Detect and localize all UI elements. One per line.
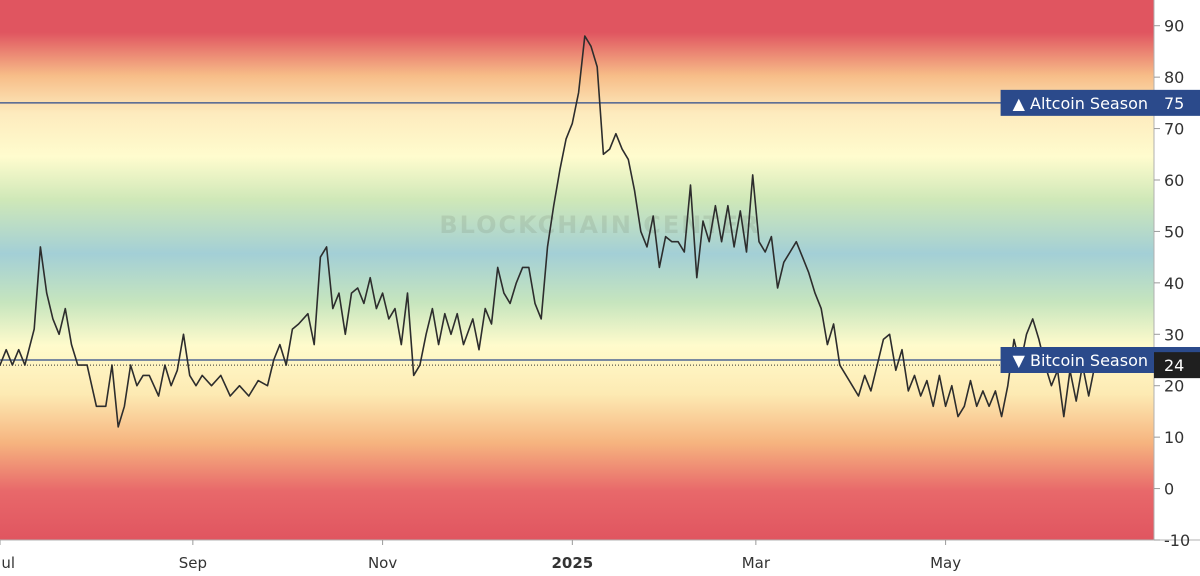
- current-value-text: 24: [1164, 356, 1184, 375]
- current-value-box: [1154, 352, 1200, 379]
- y-tick-label: -10: [1164, 531, 1190, 550]
- y-tick-label: 90: [1164, 17, 1184, 36]
- y-tick-label: 50: [1164, 222, 1184, 241]
- y-tick-label: 10: [1164, 428, 1184, 447]
- current-value-badge: 24: [1154, 352, 1200, 379]
- watermark: BLOCKCHAIN CENTER: [439, 211, 760, 239]
- y-tick-label: 20: [1164, 377, 1184, 396]
- y-tick-label: 30: [1164, 325, 1184, 344]
- x-axis-ticks: Jul Sep Nov 2025 Mar May: [0, 540, 961, 572]
- y-tick-label: 0: [1164, 480, 1174, 499]
- plot-background: [0, 0, 1154, 540]
- y-tick-label: 60: [1164, 171, 1184, 190]
- level-value-text: 75: [1164, 94, 1184, 113]
- level-label-text: ▼ Bitcoin Season: [1013, 351, 1148, 370]
- level-label-text: ▲ Altcoin Season: [1013, 94, 1148, 113]
- level-label: ▲ Altcoin Season 75: [1000, 89, 1200, 116]
- y-tick-label: 40: [1164, 274, 1184, 293]
- x-axis-panel: [0, 540, 1200, 576]
- x-tick-label: Sep: [179, 554, 207, 572]
- x-tick-label: Mar: [742, 554, 771, 572]
- x-tick-label: May: [930, 554, 961, 572]
- x-tick-label: Nov: [368, 554, 397, 572]
- series-line: [0, 35, 1096, 428]
- x-tick-label: 2025: [551, 554, 593, 572]
- y-axis-ticks: -10 0 10 20 30 40 50 60 70 80 90: [1154, 17, 1190, 550]
- y-tick-label: 80: [1164, 68, 1184, 87]
- level-label-box: [1000, 89, 1200, 116]
- x-tick-label: Jul: [0, 554, 15, 572]
- y-tick-label: 70: [1164, 120, 1184, 139]
